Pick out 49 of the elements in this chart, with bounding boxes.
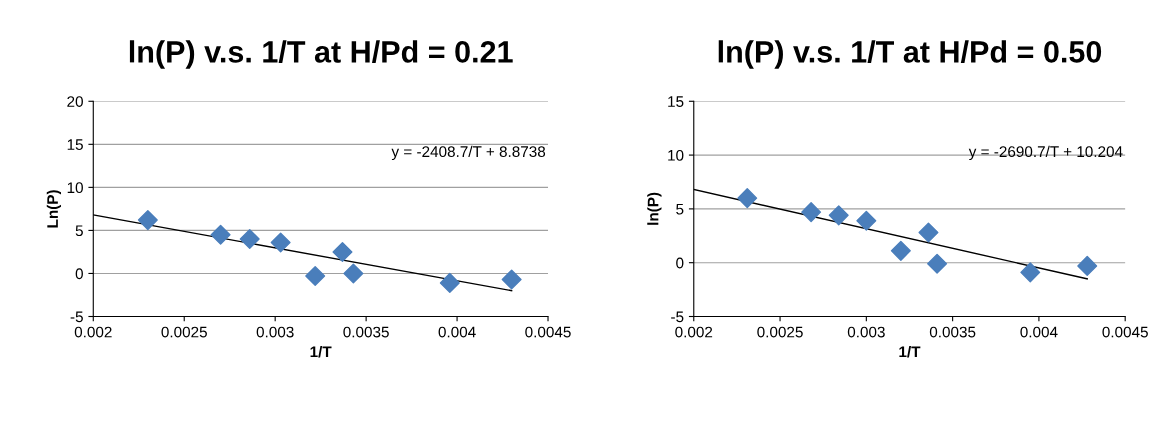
point [856, 210, 877, 231]
y-tick-label: 0 [676, 257, 684, 269]
point [918, 222, 939, 243]
y-tick-label: 10 [67, 182, 83, 194]
y-tick-label: 0 [75, 268, 83, 280]
y-tick-label: -5 [70, 311, 83, 323]
point [828, 205, 849, 226]
x-tick-label: 0.002 [675, 326, 713, 338]
point [1020, 262, 1041, 283]
point [270, 232, 291, 253]
point [737, 188, 758, 209]
point [332, 241, 353, 262]
x-tick-label: 0.002 [74, 326, 112, 338]
point [890, 240, 911, 261]
x-axis-title: 1/T [310, 346, 332, 358]
point [1077, 255, 1098, 276]
point [927, 253, 948, 274]
point [137, 210, 158, 231]
point [305, 266, 326, 287]
x-tick-label: 0.0025 [757, 326, 803, 338]
point [439, 272, 460, 293]
annotation: y = -2408.7/T + 8.8738 [391, 145, 546, 161]
point [801, 202, 822, 223]
y-tick-label: -5 [671, 311, 684, 323]
chart-title: ln(P) v.s. 1/T at H/Pd = 0.50 [718, 40, 1102, 69]
chart-title: ln(P) v.s. 1/T at H/Pd = 0.21 [129, 40, 513, 69]
y-tick-label: 15 [668, 96, 684, 107]
x-tick-label: 0.0035 [343, 326, 389, 338]
x-tick-label: 0.004 [438, 326, 476, 338]
y-axis-title: Ln(P) [46, 190, 62, 228]
y-axis-title: ln(P) [647, 192, 662, 225]
x-tick-label: 0.0045 [1102, 326, 1148, 338]
y-tick-label: 5 [75, 225, 83, 237]
x-tick-label: 0.004 [1020, 326, 1058, 338]
x-axis-title: 1/T [899, 346, 921, 358]
y-tick-label: 10 [668, 149, 684, 161]
x-tick-label: 0.0035 [929, 326, 976, 338]
point [501, 269, 522, 290]
point [210, 224, 231, 245]
y-tick-label: 20 [67, 96, 83, 107]
point [239, 229, 260, 250]
x-tick-label: 0.003 [256, 326, 294, 338]
y-tick-label: 5 [676, 203, 684, 215]
y-tick-label: 15 [67, 139, 83, 151]
x-tick-label: 0.0045 [525, 326, 571, 338]
x-tick-label: 0.003 [847, 326, 885, 338]
x-tick-label: 0.0025 [161, 326, 207, 338]
annotation: y = -2690.7/T + 10.204 [968, 145, 1123, 161]
point [343, 263, 364, 284]
